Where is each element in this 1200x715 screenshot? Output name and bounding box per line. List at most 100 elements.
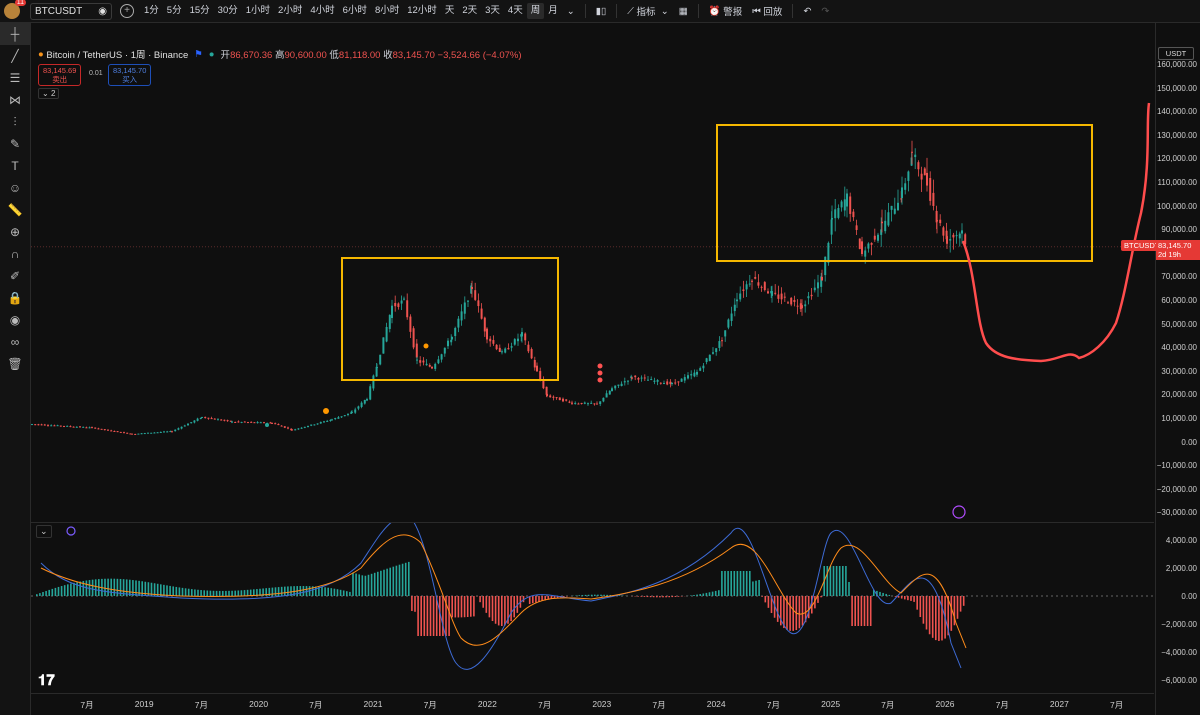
candle-body <box>602 397 605 402</box>
lock-drawings-icon[interactable]: ✐ <box>9 269 21 283</box>
replay-button[interactable]: ⏮ 回放 <box>747 4 787 19</box>
zoom-icon[interactable]: ⊕ <box>9 225 21 239</box>
macd-histogram-bar <box>745 571 748 596</box>
eye-icon[interactable]: ◉ <box>9 313 21 327</box>
candle-body <box>650 378 653 380</box>
candle-body <box>827 242 830 263</box>
magnet-icon[interactable]: ∩ <box>10 247 20 261</box>
macd-histogram-bar <box>547 596 550 600</box>
price-tick-label: 30,000.00 <box>1161 366 1197 376</box>
macd-histogram-bar <box>857 596 860 626</box>
macd-histogram-bar <box>938 596 940 641</box>
redo-icon[interactable]: ↷ <box>821 5 830 17</box>
macd-chart[interactable] <box>31 522 1154 693</box>
candle-body <box>394 303 397 307</box>
tab-timeframe-7[interactable]: 6小时 <box>342 5 367 16</box>
time-tick-label: 7月 <box>537 700 552 710</box>
candle-body <box>771 291 773 296</box>
macd-collapse-button[interactable]: ⌄ <box>36 525 52 538</box>
candle-body <box>907 171 910 181</box>
alert-button[interactable]: ⏰ 警报 <box>704 4 747 19</box>
candle-body <box>110 430 113 432</box>
tab-timeframe-15[interactable]: 月 <box>548 5 558 16</box>
macd-histogram-bar <box>280 586 283 596</box>
sell-price: 83,145.69 <box>43 66 77 75</box>
candle-type-icon[interactable]: ▮▯ <box>595 5 607 17</box>
macd-histogram-bar <box>203 590 205 596</box>
macd-histogram-bar <box>485 596 488 613</box>
tab-timeframe-3[interactable]: 30分 <box>217 5 238 16</box>
event-marker <box>597 363 603 369</box>
tab-timeframe-6[interactable]: 4小时 <box>310 5 335 16</box>
emoji-icon[interactable]: ☺ <box>8 181 22 195</box>
layouts-icon[interactable]: ▦ <box>678 5 688 17</box>
ruler-icon[interactable]: 📏 <box>7 203 23 217</box>
symbol-search[interactable]: BTCUSDT ◉ <box>30 2 112 20</box>
tab-timeframe-9[interactable]: 12小时 <box>407 5 437 16</box>
macd-histogram-bar <box>442 596 444 636</box>
candle-body <box>669 381 672 385</box>
macd-histogram-bar <box>200 590 202 596</box>
price-axis[interactable]: 160,000.00 150,000.00 140,000.00 130,000.00… <box>1155 23 1200 715</box>
currency-selector[interactable]: USDT <box>1158 47 1194 60</box>
macd-histogram-bar <box>194 589 196 596</box>
tab-timeframe-14[interactable]: 周 <box>526 3 545 19</box>
macd-histogram-bar <box>249 589 252 596</box>
tab-timeframe-13[interactable]: 4天 <box>507 5 523 16</box>
candle-body <box>877 234 879 241</box>
macd-histogram-bar <box>51 588 54 596</box>
avatar[interactable]: 11 <box>4 0 26 19</box>
add-symbol-icon[interactable]: + <box>120 4 134 18</box>
text-icon[interactable]: T <box>11 159 19 173</box>
symbol-icon: ◉ <box>98 5 107 17</box>
candle-body <box>568 401 571 403</box>
tab-timeframe-11[interactable]: 2天 <box>462 5 478 16</box>
buy-price: 83,145.70 <box>113 66 147 75</box>
candle-body <box>440 354 443 360</box>
tab-timeframe-4[interactable]: 1小时 <box>245 5 271 16</box>
crosshair-icon[interactable]: ┼ <box>0 23 30 45</box>
price-chart[interactable] <box>31 23 1154 520</box>
indicators-button[interactable]: ⟋ 指标 ⌄ <box>622 4 674 19</box>
tab-timeframe-10[interactable]: 天 <box>444 5 455 16</box>
macd-histogram-bar <box>212 590 215 596</box>
fib-icon[interactable]: ☰ <box>9 71 21 85</box>
undo-icon[interactable]: ↶ <box>803 5 812 17</box>
tab-timeframe-8[interactable]: 8小时 <box>374 5 400 16</box>
macd-histogram-bar <box>150 582 153 596</box>
macd-histogram-bar <box>699 594 701 596</box>
trendline-icon[interactable]: ╱ <box>11 49 19 63</box>
pattern-icon[interactable]: ⋈ <box>9 93 21 107</box>
highlight-box <box>341 257 559 381</box>
macd-histogram-bar <box>91 579 94 596</box>
lock-icon[interactable]: 🔒 <box>7 291 23 305</box>
tab-timeframe-5[interactable]: 2小时 <box>278 5 303 16</box>
candle-body <box>31 424 33 426</box>
time-axis[interactable]: 7月 2019 7月 2020 7月 2021 7月 2022 7月 2023 7月 2024 7月 20… <box>31 693 1154 715</box>
candle-body <box>277 423 280 426</box>
macd-histogram-bar <box>497 596 500 626</box>
candle-body <box>593 403 596 405</box>
tab-timeframe-2[interactable]: 15分 <box>189 5 210 16</box>
high-value: 90,600.00 <box>284 50 327 61</box>
macd-histogram-bar <box>913 596 915 602</box>
forecast-icon[interactable]: ⫶ <box>13 114 17 129</box>
macd-histogram-bar <box>656 596 658 598</box>
buy-button[interactable]: 83,145.70 买入 <box>108 64 152 86</box>
sell-button[interactable]: 83,145.69 卖出 <box>38 64 82 86</box>
indicator-collapse-button[interactable]: ⌄ 2 <box>38 88 60 99</box>
tab-timeframe-0[interactable]: 1分 <box>144 5 159 16</box>
tab-timeframe-1[interactable]: 5分 <box>166 5 182 16</box>
timeframe-dropdown-icon[interactable]: ⌄ <box>566 5 575 17</box>
candle-body <box>140 433 143 435</box>
tab-timeframe-12[interactable]: 3天 <box>485 5 500 16</box>
brush-icon[interactable]: ✎ <box>9 137 21 151</box>
status-dot-icon: ● <box>208 48 215 60</box>
macd-histogram-bar <box>234 590 236 596</box>
candle-body <box>457 318 460 328</box>
candle-body <box>431 366 433 369</box>
trash-icon[interactable]: 🗑 <box>7 357 23 371</box>
link-icon[interactable]: ∞ <box>10 335 20 349</box>
macd-histogram-bar <box>541 596 543 601</box>
macd-histogram-bar <box>773 596 776 618</box>
